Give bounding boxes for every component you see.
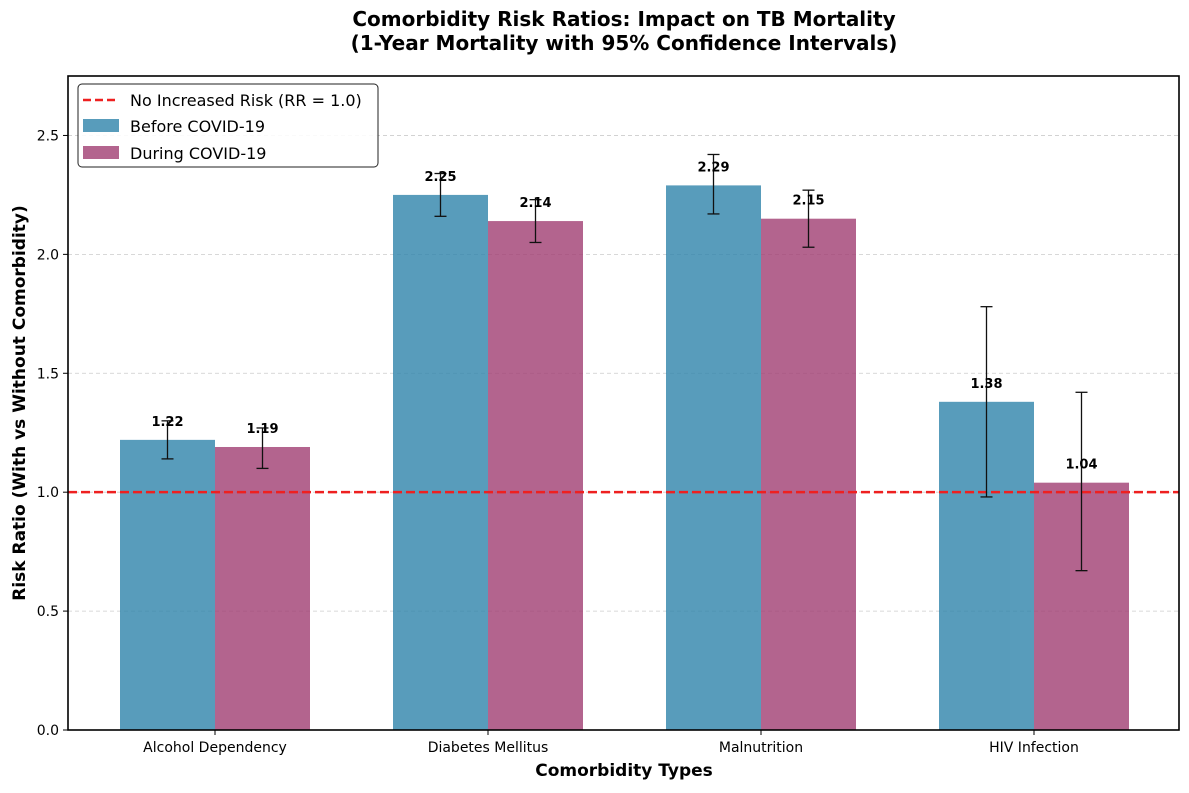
chart-title-line1: Comorbidity Risk Ratios: Impact on TB Mo…	[352, 7, 895, 31]
data-label: 1.04	[1065, 458, 1097, 473]
x-tick-label: Diabetes Mellitus	[428, 740, 549, 756]
plot-frame	[67, 75, 1180, 731]
legend-reference-label: No Increased Risk (RR = 1.0)	[130, 91, 362, 110]
data-label: 2.15	[792, 194, 824, 209]
bar-before	[120, 439, 215, 730]
bar-during	[488, 221, 583, 730]
bar-before	[393, 194, 488, 731]
data-labels-layer: 1.22 2.25 2.29 1.38 1.19 2.14 2.15 1.04	[151, 160, 1097, 472]
y-tick-label: 2.0	[37, 247, 59, 263]
legend-during-label: During COVID-19	[130, 144, 266, 163]
bar-during	[761, 218, 856, 730]
y-tick-label: 0.5	[37, 604, 59, 620]
data-label: 2.29	[697, 160, 729, 175]
legend-before-label: Before COVID-19	[130, 117, 265, 136]
bar-before	[666, 185, 761, 730]
y-tick-label: 0.0	[37, 723, 59, 739]
x-tick-label: HIV Infection	[989, 740, 1079, 756]
legend-before-swatch	[83, 119, 119, 132]
bar-during	[215, 446, 310, 730]
y-axis-title: Risk Ratio (With vs Without Comorbidity)	[10, 205, 30, 601]
x-axis-ticks: Alcohol Dependency Diabetes Mellitus Malnu…	[143, 730, 1079, 756]
x-tick-label: Malnutrition	[719, 740, 803, 756]
y-tick-label: 1.0	[37, 485, 59, 501]
x-tick-label: Alcohol Dependency	[143, 740, 287, 756]
x-axis-title: Comorbidity Types	[535, 761, 713, 781]
data-label: 1.38	[970, 377, 1002, 392]
error-bars-layer	[161, 153, 1088, 572]
legend-box	[77, 83, 379, 168]
data-label: 2.25	[424, 170, 456, 185]
chart-title-line2: (1-Year Mortality with 95% Confidence In…	[351, 31, 898, 55]
y-tick-label: 1.5	[37, 366, 59, 382]
legend-during-swatch	[83, 146, 119, 159]
data-label: 1.22	[151, 415, 183, 430]
data-label: 1.19	[246, 422, 278, 437]
data-label: 2.14	[519, 196, 551, 211]
bars-layer	[120, 185, 1129, 731]
y-tick-label: 2.5	[37, 128, 59, 144]
y-axis-ticks: 0.0 0.5 1.0 1.5 2.0 2.5	[37, 128, 68, 739]
legend: No Increased Risk (RR = 1.0) Before COVI…	[77, 83, 379, 168]
